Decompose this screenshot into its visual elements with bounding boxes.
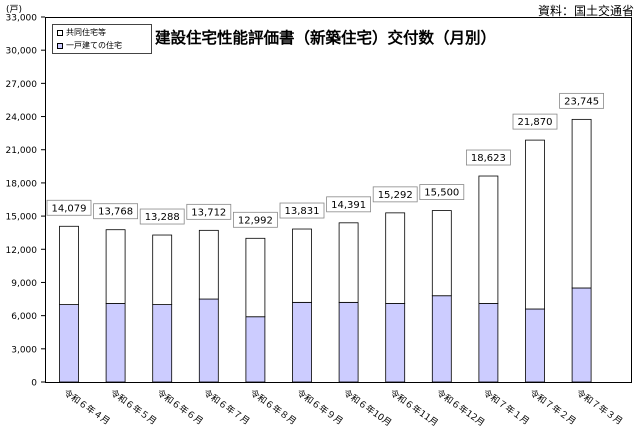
total-data-label: 14,391	[331, 200, 366, 211]
total-label-box	[326, 196, 372, 213]
bar-apartment	[385, 212, 406, 304]
bar-detached-house	[292, 301, 312, 383]
x-category-label: 令和７年１月	[481, 387, 532, 428]
x-category-label: 令和６年４月	[61, 387, 112, 428]
y-tick-label: 15,000	[6, 213, 38, 223]
y-tick-label: 9,000	[11, 279, 37, 289]
total-label-box	[46, 199, 92, 216]
y-tick-label: 0	[31, 379, 37, 389]
bar-apartment	[431, 210, 452, 297]
bar-apartment	[198, 229, 219, 300]
x-category-label: 令和６年８月	[248, 387, 299, 428]
total-data-label: 18,623	[471, 153, 506, 164]
total-data-label: 15,292	[378, 190, 413, 201]
bar-apartment	[478, 175, 499, 304]
y-tick-label: 3,000	[11, 345, 37, 355]
chart-title: 建設住宅性能評価書（新築住宅）交付数（月別）	[155, 29, 497, 47]
y-tick-label: 12,000	[6, 246, 38, 256]
total-label-box	[279, 202, 325, 219]
x-category-label: 令和６年12月	[434, 387, 487, 429]
legend-label-apartment: 共同住宅等	[66, 28, 106, 37]
y-tick-label: 18,000	[6, 179, 38, 189]
legend-label-detached: 一戸建ての住宅	[66, 41, 122, 50]
x-category-label: 令和６年６月	[154, 387, 205, 428]
total-label-box	[419, 184, 465, 200]
total-data-label: 15,500	[424, 188, 459, 199]
total-data-label: 23,745	[564, 96, 599, 107]
bar-detached-house	[59, 304, 79, 383]
bar-apartment	[338, 222, 359, 303]
bar-detached-house	[571, 287, 592, 383]
bar-apartment	[59, 225, 79, 305]
total-data-label: 14,079	[52, 203, 87, 214]
total-label-box	[465, 149, 511, 166]
x-category-label: 令和６年11月	[387, 387, 440, 429]
bar-apartment	[245, 237, 266, 318]
total-label-box	[232, 211, 278, 228]
total-label-box	[186, 203, 232, 220]
y-tick-label: 6,000	[11, 312, 37, 322]
bar-apartment	[105, 229, 126, 304]
x-category-label: 令和６年７月	[201, 387, 252, 428]
bar-detached-house	[431, 295, 452, 383]
total-data-label: 13,768	[98, 207, 133, 218]
y-tick-label: 27,000	[6, 80, 38, 90]
bar-apartment	[525, 139, 545, 310]
total-label-box	[512, 113, 558, 130]
total-data-label: 21,870	[518, 117, 553, 128]
y-tick-label: 30,000	[6, 47, 38, 57]
bar-detached-house	[385, 303, 406, 383]
bar-detached-house	[338, 301, 359, 383]
total-label-box	[139, 208, 185, 225]
x-category-label: 令和６年10月	[341, 387, 394, 429]
total-data-label: 13,831	[285, 206, 320, 217]
legend-item-apartment: 共同住宅等	[57, 26, 147, 39]
bar-detached-house	[198, 298, 219, 383]
total-label-box	[93, 203, 138, 220]
legend-swatch-apartment	[57, 29, 63, 36]
y-tick-label: 21,000	[6, 146, 38, 156]
total-data-label: 13,288	[145, 212, 180, 223]
total-data-label: 13,712	[191, 207, 226, 218]
legend-item-detached: 一戸建ての住宅	[57, 39, 147, 52]
bar-detached-house	[152, 304, 173, 383]
y-tick-label: 24,000	[6, 113, 38, 123]
bar-apartment	[571, 118, 592, 289]
x-category-label: 令和７年２月	[527, 387, 578, 428]
y-tick-label: 33,000	[6, 14, 38, 24]
total-label-box	[559, 92, 604, 109]
x-category-label: 令和６年９月	[294, 387, 345, 428]
y-axis-unit-label: (戸)	[6, 5, 23, 15]
bar-detached-house	[478, 303, 499, 383]
total-data-label: 12,992	[238, 215, 273, 226]
bar-apartment	[292, 228, 312, 303]
bar-detached-house	[525, 308, 545, 383]
total-label-box	[372, 186, 418, 203]
bar-detached-house	[245, 316, 266, 383]
x-category-label: 令和６年５月	[108, 387, 159, 428]
source-note: 資料：国土交通省	[537, 4, 634, 18]
chart-legend: 共同住宅等 一戸建ての住宅	[52, 24, 152, 54]
x-category-label: 令和７年３月	[574, 387, 625, 428]
legend-swatch-detached	[57, 42, 63, 49]
bar-apartment	[152, 234, 173, 305]
bar-detached-house	[105, 303, 126, 383]
